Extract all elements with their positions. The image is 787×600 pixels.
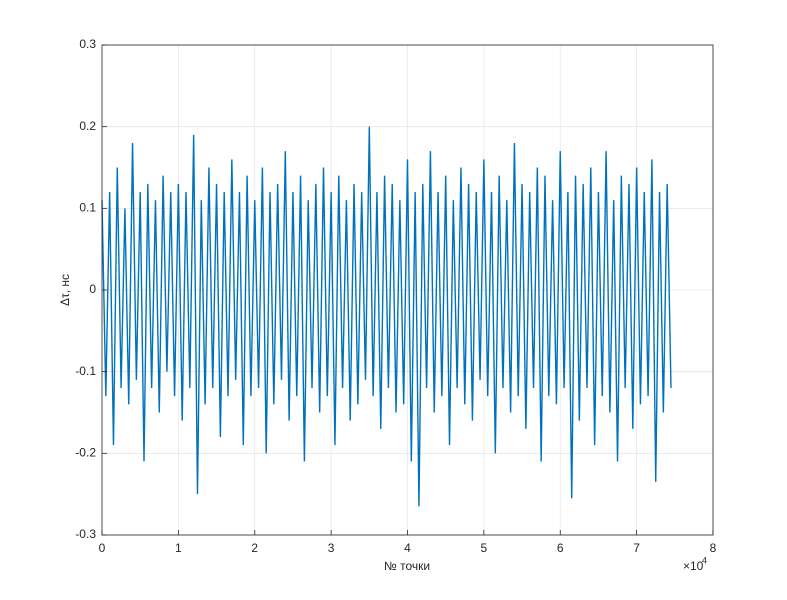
x-tick-label: 6 bbox=[557, 541, 564, 555]
y-tick-label: 0.1 bbox=[79, 201, 96, 215]
ticks: 0 1 2 3 4 5 6 7 8 -0.3 -0.2 -0.1 0 0.1 0.2 0.3 bbox=[75, 37, 716, 555]
y-tick-label: -0.2 bbox=[75, 446, 96, 460]
x-tick-label: 4 bbox=[404, 541, 411, 555]
y-tick-label: 0.3 bbox=[79, 37, 96, 51]
y-tick-label: 0.2 bbox=[79, 119, 96, 133]
x-tick-label: 2 bbox=[251, 541, 258, 555]
data-line bbox=[101, 126, 672, 507]
plot-area bbox=[101, 126, 672, 507]
y-axis-label: Δτ, нс bbox=[58, 274, 72, 306]
x-tick-label: 3 bbox=[328, 541, 335, 555]
y-tick-label: -0.3 bbox=[75, 527, 96, 541]
y-tick-label: -0.1 bbox=[75, 364, 96, 378]
x-tick-label: 5 bbox=[481, 541, 488, 555]
x-tick-label: 1 bbox=[175, 541, 182, 555]
x-axis-label: № точки bbox=[384, 559, 430, 573]
x-tick-label: 0 bbox=[99, 541, 106, 555]
x-multiplier-base: ×10 bbox=[683, 559, 704, 573]
x-tick-label: 8 bbox=[710, 541, 717, 555]
x-tick-label: 7 bbox=[633, 541, 640, 555]
x-multiplier-exponent: 4 bbox=[702, 555, 707, 565]
y-tick-label: 0 bbox=[89, 282, 96, 296]
